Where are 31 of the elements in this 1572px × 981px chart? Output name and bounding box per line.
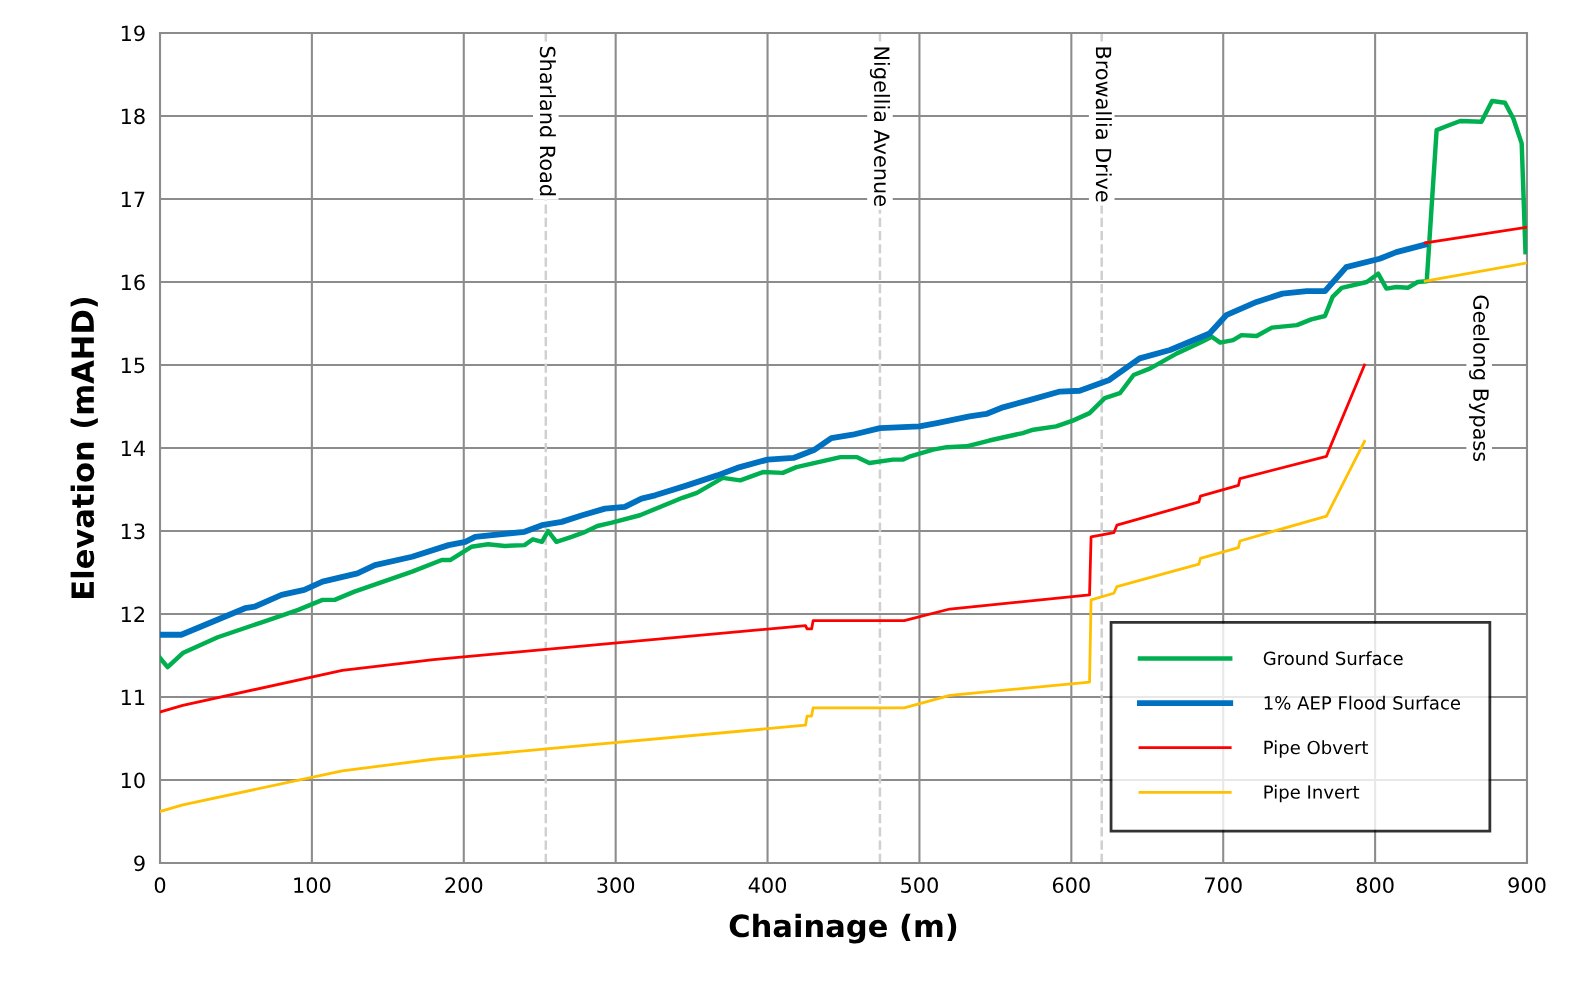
ref-line-label: Browallia Drive bbox=[1095, 47, 1112, 202]
x-tick-label: 700 bbox=[1205, 877, 1242, 894]
legend-label: Pipe Invert bbox=[1264, 784, 1360, 803]
y-tick-label: 9 bbox=[134, 855, 145, 872]
y-tick-label: 10 bbox=[121, 772, 145, 789]
x-tick-label: 0 bbox=[154, 877, 166, 894]
y-axis-title: Elevation (mAHD) bbox=[70, 297, 98, 598]
x-tick-label: 800 bbox=[1356, 877, 1394, 894]
y-tick-label: 12 bbox=[121, 606, 145, 622]
ref-line-label: Sharland Road bbox=[539, 46, 556, 196]
y-tick-label: 15 bbox=[121, 357, 145, 374]
y-tick-label: 19 bbox=[121, 25, 145, 42]
legend-label: 1% AEP Flood Surface bbox=[1264, 695, 1461, 710]
x-tick-label: 600 bbox=[1052, 877, 1090, 894]
y-tick-label: 11 bbox=[121, 689, 145, 705]
ref-line-label: Nigellia Avenue bbox=[869, 47, 891, 206]
legend-label: Pipe Obvert bbox=[1264, 740, 1369, 758]
y-tick-label: 17 bbox=[121, 191, 145, 207]
x-axis-title: Chainage (m) bbox=[729, 913, 957, 944]
x-tick-label: 400 bbox=[748, 877, 787, 894]
x-tick-label: 500 bbox=[901, 877, 938, 894]
x-tick-label: 200 bbox=[445, 877, 483, 894]
x-tick-label: 300 bbox=[597, 877, 635, 894]
legend-label: Ground Surface bbox=[1263, 651, 1403, 666]
y-tick-label: 13 bbox=[121, 523, 145, 540]
y-tick-label: 18 bbox=[121, 108, 145, 125]
x-tick-label: 900 bbox=[1508, 877, 1546, 894]
y-tick-label: 14 bbox=[121, 440, 145, 456]
x-tick-label: 100 bbox=[294, 877, 331, 894]
annotation: Geelong Bypass bbox=[1469, 295, 1490, 462]
y-tick-label: 16 bbox=[121, 274, 145, 291]
